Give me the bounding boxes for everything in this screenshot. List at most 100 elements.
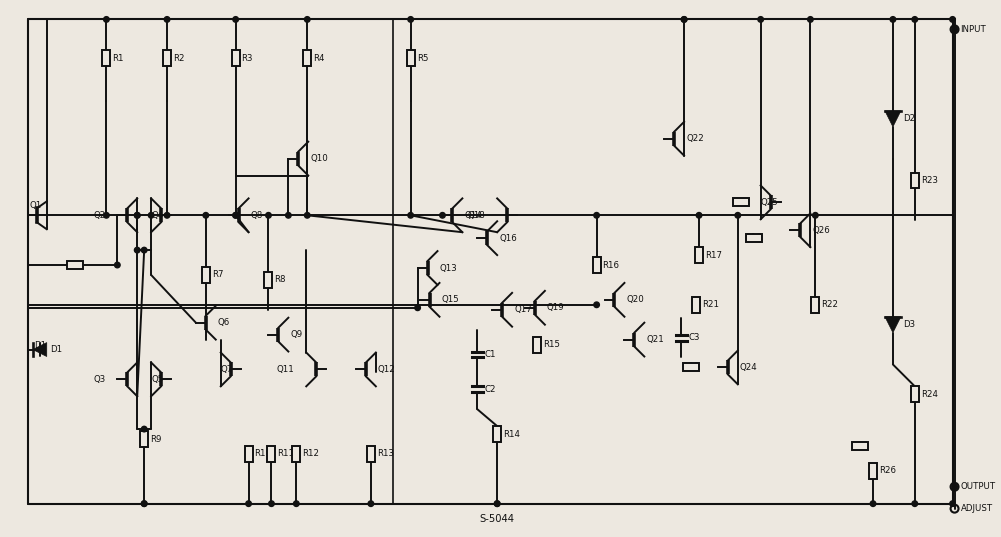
- Circle shape: [285, 213, 291, 218]
- Circle shape: [439, 213, 445, 218]
- Text: R3: R3: [241, 54, 253, 63]
- Circle shape: [203, 213, 208, 218]
- Circle shape: [233, 213, 238, 218]
- Text: R13: R13: [376, 449, 393, 459]
- Text: R2: R2: [173, 54, 184, 63]
- Circle shape: [304, 213, 310, 218]
- Text: R9: R9: [150, 434, 161, 444]
- Polygon shape: [885, 317, 901, 332]
- Text: Q5: Q5: [151, 375, 163, 384]
- Bar: [202, 267, 210, 283]
- Text: Q13: Q13: [439, 264, 457, 272]
- Text: R16: R16: [603, 260, 620, 270]
- Circle shape: [141, 501, 147, 506]
- Text: R26: R26: [879, 466, 896, 475]
- Circle shape: [141, 426, 147, 432]
- Circle shape: [950, 501, 955, 506]
- Text: Q7: Q7: [221, 365, 233, 374]
- Circle shape: [952, 484, 957, 490]
- Text: Q11: Q11: [276, 365, 294, 374]
- Text: R10: R10: [254, 449, 271, 459]
- Polygon shape: [885, 111, 901, 127]
- Text: Q26: Q26: [813, 226, 830, 235]
- Circle shape: [890, 17, 896, 22]
- Text: Q4: Q4: [151, 211, 163, 220]
- Text: Q21: Q21: [647, 335, 664, 344]
- Circle shape: [233, 213, 238, 218]
- Circle shape: [494, 501, 499, 506]
- Circle shape: [594, 302, 600, 308]
- Text: Q14: Q14: [464, 211, 482, 220]
- Circle shape: [233, 17, 238, 22]
- Text: R21: R21: [702, 300, 719, 309]
- Circle shape: [304, 17, 310, 22]
- Bar: [593, 257, 601, 273]
- Text: Q16: Q16: [499, 234, 517, 243]
- Circle shape: [912, 17, 918, 22]
- Bar: [869, 463, 877, 479]
- Bar: [367, 446, 374, 462]
- Bar: [695, 247, 703, 263]
- Text: R1: R1: [112, 54, 124, 63]
- Text: D2: D2: [903, 114, 915, 124]
- Bar: [267, 446, 275, 462]
- Circle shape: [114, 262, 120, 268]
- Text: D1: D1: [34, 340, 46, 350]
- Circle shape: [293, 501, 299, 506]
- Circle shape: [134, 213, 140, 218]
- Bar: [292, 446, 300, 462]
- Circle shape: [104, 17, 109, 22]
- Bar: [911, 172, 919, 188]
- Circle shape: [141, 248, 147, 253]
- Text: Q19: Q19: [547, 303, 565, 313]
- Circle shape: [368, 501, 373, 506]
- Text: Q20: Q20: [627, 295, 645, 304]
- Circle shape: [912, 501, 918, 506]
- Bar: [303, 50, 311, 66]
- Circle shape: [134, 248, 140, 253]
- Text: R4: R4: [313, 54, 324, 63]
- Circle shape: [134, 213, 140, 218]
- Text: R23: R23: [921, 176, 938, 185]
- Text: R5: R5: [416, 54, 428, 63]
- Text: R17: R17: [705, 251, 722, 259]
- Circle shape: [697, 213, 702, 218]
- Circle shape: [164, 213, 170, 218]
- Text: R8: R8: [274, 275, 286, 285]
- Bar: [911, 386, 919, 402]
- Text: R20: R20: [683, 362, 700, 372]
- Text: Q8: Q8: [250, 211, 263, 220]
- Circle shape: [164, 17, 170, 22]
- Text: R19: R19: [733, 198, 749, 207]
- Polygon shape: [33, 343, 47, 357]
- Circle shape: [735, 213, 741, 218]
- Circle shape: [813, 213, 818, 218]
- Text: Q12: Q12: [377, 365, 395, 374]
- Circle shape: [104, 213, 109, 218]
- Text: Q18: Q18: [467, 211, 485, 220]
- Circle shape: [414, 305, 420, 310]
- Text: Q24: Q24: [740, 363, 758, 372]
- Bar: [812, 297, 820, 313]
- Bar: [244, 446, 252, 462]
- Circle shape: [594, 213, 600, 218]
- Text: R11: R11: [277, 449, 294, 459]
- Text: Q3: Q3: [93, 375, 105, 384]
- Text: D3: D3: [903, 320, 915, 329]
- Text: R22: R22: [821, 300, 838, 309]
- Circle shape: [268, 501, 274, 506]
- Bar: [102, 50, 110, 66]
- Text: R25: R25: [852, 442, 869, 451]
- Text: Q22: Q22: [686, 134, 704, 143]
- Text: C1: C1: [484, 350, 496, 359]
- Circle shape: [952, 26, 957, 32]
- Text: D1: D1: [50, 345, 62, 354]
- Bar: [163, 50, 171, 66]
- Bar: [406, 50, 414, 66]
- Text: INPUT: INPUT: [961, 25, 986, 34]
- Circle shape: [148, 213, 154, 218]
- Circle shape: [141, 501, 147, 506]
- Circle shape: [950, 17, 955, 22]
- Text: Q15: Q15: [441, 295, 459, 304]
- Text: Q1: Q1: [30, 201, 42, 211]
